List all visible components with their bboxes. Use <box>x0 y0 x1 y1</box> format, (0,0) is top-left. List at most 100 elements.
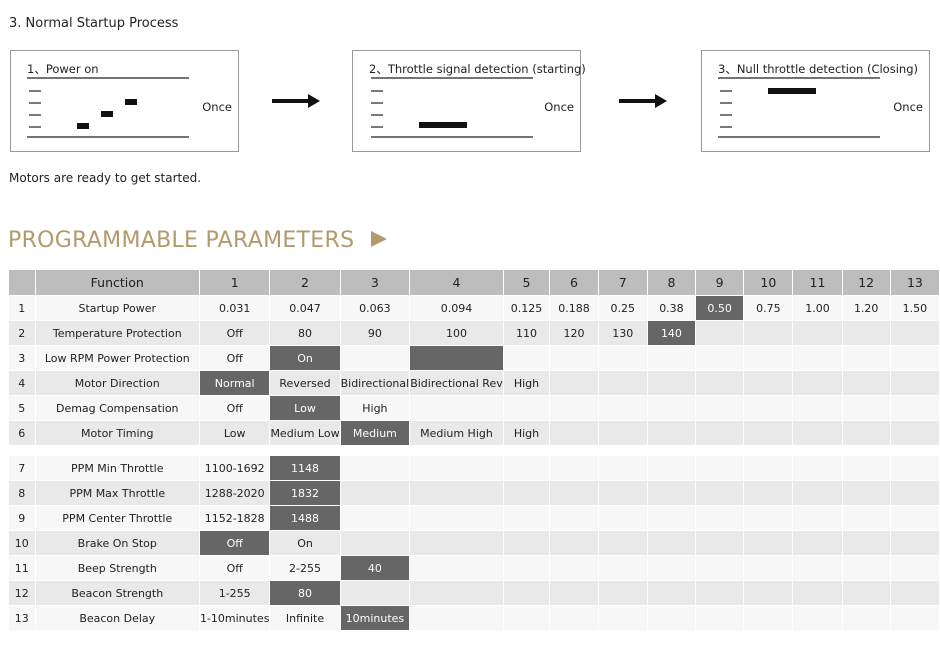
params-title-text: PROGRAMMABLE PARAMETERS <box>8 228 355 253</box>
value-cell <box>598 456 647 480</box>
value-cell <box>696 456 744 480</box>
value-cell <box>842 481 890 505</box>
value-cell <box>744 606 793 630</box>
value-cell: High <box>503 371 550 395</box>
value-cell <box>647 606 696 630</box>
value-cell <box>503 606 550 630</box>
value-cell <box>793 396 842 420</box>
value-cell <box>744 506 793 530</box>
value-cell <box>503 531 550 555</box>
row-number: 3 <box>9 346 35 370</box>
value-cell <box>696 346 744 370</box>
value-cell <box>696 606 744 630</box>
param-row: 2 Temperature Protection Off 80 90 100 110 120 1… <box>9 321 939 345</box>
value-cell <box>842 346 890 370</box>
value-cell <box>793 456 842 480</box>
group-gap <box>9 446 939 455</box>
value-cell: 120 <box>550 321 598 345</box>
value-cell <box>696 421 744 445</box>
value-cell <box>550 506 598 530</box>
value-cell: 80 <box>270 581 340 605</box>
function-name: PPM Max Throttle <box>35 481 199 505</box>
row-number: 9 <box>9 506 35 530</box>
value-cell <box>696 506 744 530</box>
value-cell <box>340 346 410 370</box>
function-name: Low RPM Power Protection <box>35 346 199 370</box>
value-cell <box>410 396 503 420</box>
value-cell: 2-255 <box>270 556 340 580</box>
function-name: Beacon Delay <box>35 606 199 630</box>
row-number: 11 <box>9 556 35 580</box>
step-diagram <box>27 77 189 138</box>
value-cell <box>890 371 939 395</box>
section-title: 3. Normal Startup Process <box>9 16 179 31</box>
value-cell <box>503 346 550 370</box>
value-cell <box>598 581 647 605</box>
header-cell: 12 <box>842 270 890 295</box>
value-cell <box>647 456 696 480</box>
value-cell <box>598 506 647 530</box>
header-cell: 8 <box>647 270 696 295</box>
row-number: 5 <box>9 396 35 420</box>
value-cell: On <box>270 346 340 370</box>
value-cell: 10minutes <box>340 606 410 630</box>
param-row: 5 Demag Compensation Off Low High <box>9 396 939 420</box>
value-cell <box>793 481 842 505</box>
value-cell: 0.031 <box>199 296 270 320</box>
value-cell <box>598 606 647 630</box>
value-cell: Normal <box>199 371 270 395</box>
value-cell: Medium Low <box>270 421 340 445</box>
value-cell <box>410 481 503 505</box>
value-cell <box>340 481 410 505</box>
value-cell <box>842 506 890 530</box>
function-name: PPM Min Throttle <box>35 456 199 480</box>
value-cell <box>598 421 647 445</box>
value-cell <box>647 556 696 580</box>
step-box: 1、Power on Once <box>10 50 239 152</box>
value-cell <box>647 481 696 505</box>
row-number: 8 <box>9 481 35 505</box>
value-cell: 140 <box>647 321 696 345</box>
param-row: 11 Beep Strength Off 2-255 40 <box>9 556 939 580</box>
value-cell <box>647 581 696 605</box>
value-cell <box>793 346 842 370</box>
value-cell <box>503 396 550 420</box>
value-cell <box>744 321 793 345</box>
value-cell <box>410 456 503 480</box>
param-row: 8 PPM Max Throttle 1288-2020 1832 <box>9 481 939 505</box>
value-cell <box>410 346 503 370</box>
value-cell: 1488 <box>270 506 340 530</box>
value-cell: Bidirectional Rev <box>410 371 503 395</box>
value-cell: Off <box>199 556 270 580</box>
value-cell <box>696 556 744 580</box>
value-cell <box>696 321 744 345</box>
value-cell: 130 <box>598 321 647 345</box>
value-cell: 0.50 <box>696 296 744 320</box>
value-cell <box>550 606 598 630</box>
value-cell <box>503 481 550 505</box>
value-cell: Infinite <box>270 606 340 630</box>
function-name: Motor Timing <box>35 421 199 445</box>
value-cell <box>890 346 939 370</box>
value-cell <box>340 531 410 555</box>
row-number: 2 <box>9 321 35 345</box>
value-cell <box>890 581 939 605</box>
row-number: 7 <box>9 456 35 480</box>
value-cell <box>503 506 550 530</box>
value-cell <box>793 581 842 605</box>
value-cell <box>598 556 647 580</box>
value-cell: 1-255 <box>199 581 270 605</box>
value-cell <box>842 421 890 445</box>
value-cell: Off <box>199 396 270 420</box>
value-cell: 0.188 <box>550 296 598 320</box>
value-cell <box>410 506 503 530</box>
value-cell <box>696 581 744 605</box>
header-cell: 4 <box>410 270 503 295</box>
value-cell <box>793 556 842 580</box>
value-cell <box>550 346 598 370</box>
param-row: 9 PPM Center Throttle 1152-1828 1488 <box>9 506 939 530</box>
param-row: 1 Startup Power 0.031 0.047 0.063 0.094 0.125 0… <box>9 296 939 320</box>
value-cell <box>410 581 503 605</box>
value-cell <box>842 396 890 420</box>
value-cell <box>550 556 598 580</box>
